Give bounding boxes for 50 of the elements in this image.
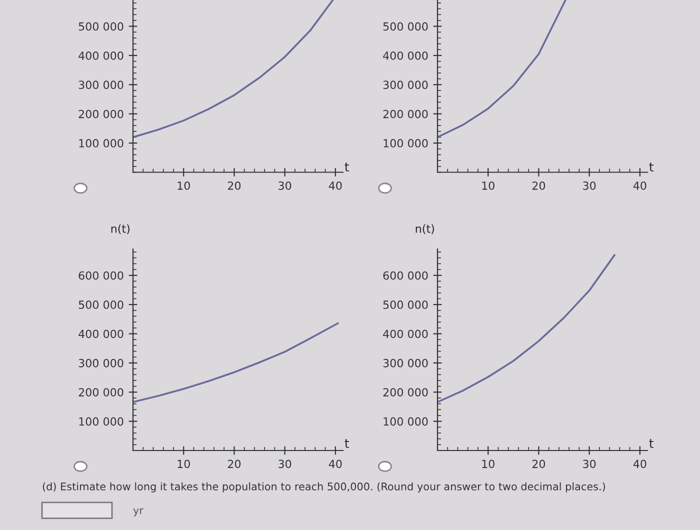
y-tick-label: 200 000 xyxy=(78,388,124,397)
x-tick-label: 30 xyxy=(278,460,292,468)
line-series xyxy=(133,322,339,403)
y-tick-label: 300 000 xyxy=(383,358,428,368)
y-axis-title: n(t) xyxy=(111,224,130,234)
y-tick-label: 300 000 xyxy=(383,80,428,90)
y-tick-label: 200 000 xyxy=(383,110,428,118)
y-tick-label: 400 000 xyxy=(78,51,124,60)
y-tick-label: 600 000 xyxy=(383,271,428,280)
x-tick-label: 20 xyxy=(532,460,546,468)
x-tick-label: 20 xyxy=(228,181,241,190)
x-tick-label: 40 xyxy=(328,460,342,468)
x-axis-title: t xyxy=(344,439,349,448)
x-tick-label: 40 xyxy=(328,181,342,190)
y-tick-label: 100 000 xyxy=(79,417,124,426)
x-tick-label: 10 xyxy=(178,181,190,190)
y-tick-label: 300 000 xyxy=(78,358,124,368)
x-tick-label: 40 xyxy=(633,181,646,190)
y-tick-label: 100 000 xyxy=(79,139,124,148)
x-axis-title: t xyxy=(344,162,349,172)
x-tick-label: 40 xyxy=(633,460,646,468)
y-tick-label: 300 000 xyxy=(78,80,124,90)
y-tick-label: 400 000 xyxy=(78,330,124,338)
x-tick-label: 10 xyxy=(178,460,190,468)
x-tick-label: 10 xyxy=(482,181,494,190)
text: yr xyxy=(133,508,144,516)
y-axis-title: n(t) xyxy=(416,224,434,234)
line-series xyxy=(133,0,334,138)
x-tick-label: 10 xyxy=(482,460,494,468)
y-tick-label: 600 000 xyxy=(78,271,124,280)
x-tick-label: 20 xyxy=(532,181,546,190)
y-tick-label: 400 000 xyxy=(383,51,428,60)
line-series xyxy=(438,0,566,138)
y-tick-label: 400 000 xyxy=(383,330,428,338)
x-tick-label: 30 xyxy=(278,181,292,190)
y-tick-label: 500 000 xyxy=(383,22,428,31)
y-tick-label: 200 000 xyxy=(383,388,428,397)
x-axis-title: t xyxy=(649,162,654,172)
x-axis-title: t xyxy=(649,439,654,448)
y-tick-label: 100 000 xyxy=(384,139,428,148)
line-series xyxy=(438,254,616,403)
x-tick-label: 20 xyxy=(228,460,241,468)
y-tick-label: 500 000 xyxy=(78,300,124,309)
y-tick-label: 500 000 xyxy=(78,22,124,31)
y-tick-label: 500 000 xyxy=(383,300,428,309)
x-tick-label: 30 xyxy=(583,460,596,468)
x-tick-label: 30 xyxy=(583,181,596,190)
text: (d) Estimate how long it takes the population to reach 500,000. (Round your answer to two decimal places.) xyxy=(42,482,605,492)
y-tick-label: 100 000 xyxy=(384,417,428,426)
y-tick-label: 200 000 xyxy=(78,110,124,118)
